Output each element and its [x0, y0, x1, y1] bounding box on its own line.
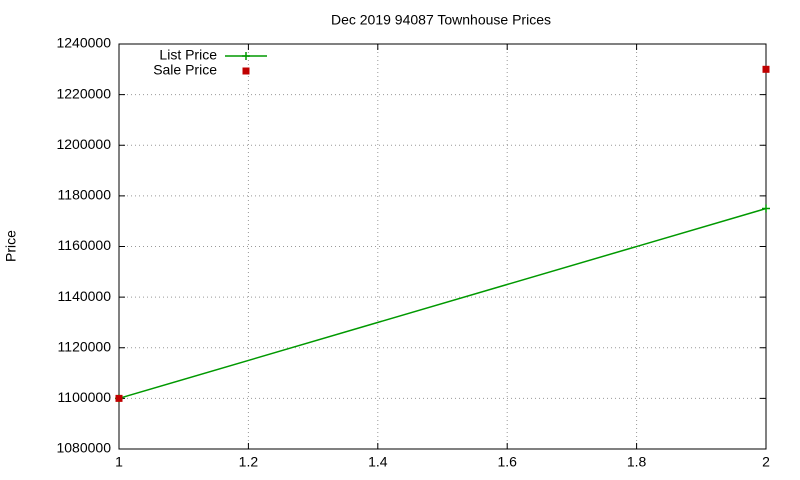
chart-title: Dec 2019 94087 Townhouse Prices: [331, 12, 551, 28]
plot-border: [118, 43, 767, 450]
data-point: [115, 394, 123, 402]
y-axis-label: Price: [3, 230, 19, 262]
x-tick-label: 1.6: [497, 454, 517, 470]
y-tick-label: 1160000: [58, 237, 112, 253]
x-tick-label: 1.4: [368, 454, 388, 470]
x-tick-label: 1.8: [627, 454, 647, 470]
y-tick-label: 1180000: [58, 187, 112, 203]
x-tick-label: 1.2: [239, 454, 259, 470]
y-tick-label: 1240000: [56, 35, 111, 51]
y-tick-label: 1080000: [56, 440, 111, 456]
y-tick-label: 1220000: [56, 85, 111, 101]
legend-marker: [242, 52, 250, 60]
y-tick-label: 1200000: [56, 136, 111, 152]
data-point: [762, 65, 770, 73]
y-tick-label: 1100000: [58, 389, 112, 405]
series-line: [118, 207, 767, 400]
legend-label: Sale Price: [153, 62, 217, 78]
y-tick-label: 1120000: [58, 338, 112, 354]
y-tick-label: 1140000: [58, 288, 112, 304]
legend-label: List Price: [159, 47, 217, 63]
legend-marker: [242, 67, 250, 75]
x-tick-label: 2: [762, 454, 770, 470]
data-point: [762, 204, 770, 213]
x-tick-label: 1: [115, 454, 123, 470]
